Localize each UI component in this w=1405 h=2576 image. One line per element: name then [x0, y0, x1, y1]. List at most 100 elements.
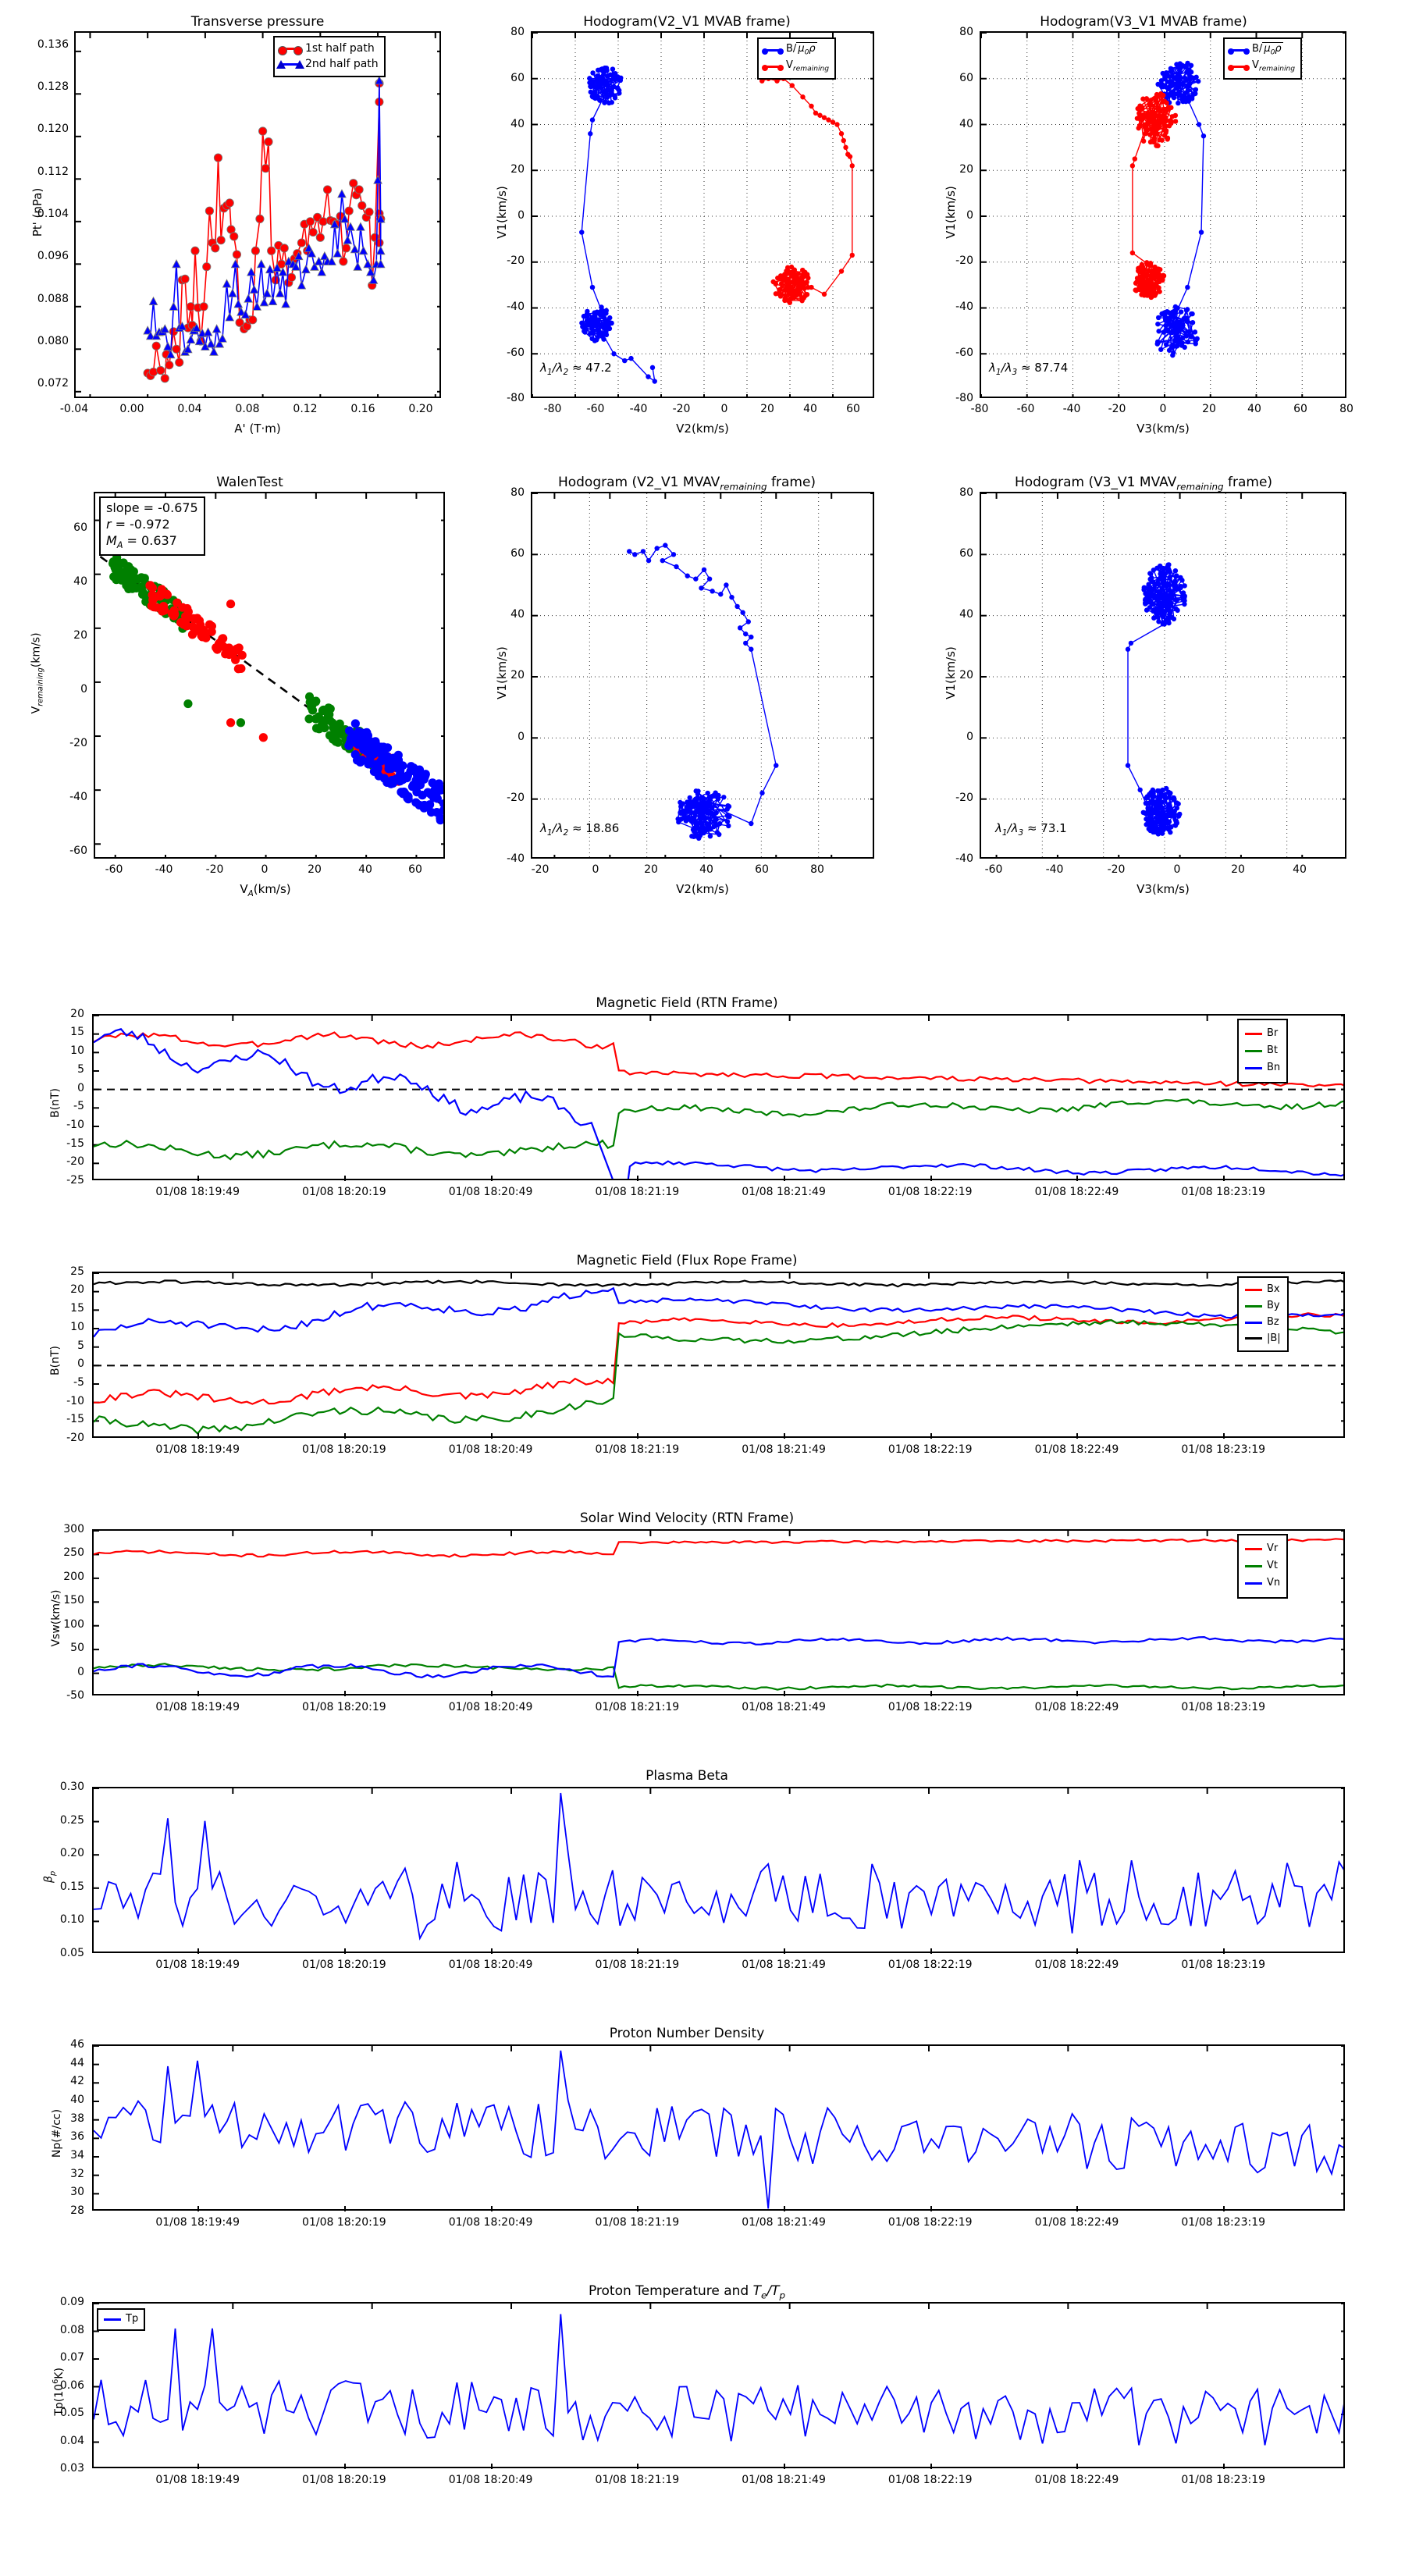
x-axis-label: V2(km/s) [676, 882, 729, 896]
x-tick-label: 01/08 18:23:19 [1181, 2474, 1266, 2486]
panel-title: Hodogram (V3_V1 MVAVremaining frame) [1014, 475, 1273, 493]
x-tick-mark [1223, 1948, 1225, 1954]
legend-label: Bn [1267, 1061, 1281, 1073]
x-tick-mark [1223, 2464, 1225, 2469]
legend-item: B/μ0ρ [1228, 42, 1295, 59]
x-tick-mark [1076, 1691, 1079, 1696]
x-tick-label: 01/08 18:19:49 [155, 1701, 240, 1713]
panel-plasma-beta: Plasma Beta βp 0.30 0.25 0.20 0.15 0.10 … [16, 1768, 1389, 1994]
x-tick-label: 01/08 18:20:49 [448, 1959, 533, 1971]
x-tick-label: 01/08 18:21:49 [742, 2216, 826, 2229]
x-tick-mark [343, 1691, 346, 1696]
b-rtn-series [94, 1016, 1343, 1179]
x-tick-label: 01/08 18:21:19 [595, 2216, 680, 2229]
x-tick-mark [930, 1176, 932, 1181]
hodo3-series [532, 493, 873, 857]
x-tick-mark [490, 1433, 493, 1439]
legend-tp: Tp [97, 2308, 146, 2331]
x-tick-mark [490, 1176, 493, 1181]
x-tick-label: 01/08 18:20:19 [302, 1186, 386, 1198]
x-tick-mark [637, 1691, 639, 1696]
x-tick-label: 01/08 18:23:19 [1181, 1701, 1266, 1713]
panel-title: Plasma Beta [646, 1768, 728, 1784]
legend-marker-circle-red [278, 45, 303, 55]
x-axis-label: VA(km/s) [240, 882, 291, 898]
x-tick-mark [637, 1948, 639, 1954]
plot-area [531, 31, 874, 398]
legend-item: 1st half path [278, 41, 379, 56]
legend-label: Vn [1267, 1576, 1281, 1589]
x-tick-mark [197, 2206, 200, 2211]
x-tick-label: 01/08 18:20:19 [302, 1443, 386, 1456]
legend-label-vremaining: Vremaining [786, 59, 830, 73]
x-tick-mark [343, 1948, 346, 1954]
x-tick-label: 01/08 18:22:49 [1034, 1959, 1119, 1971]
x-tick-mark [1076, 1176, 1079, 1181]
legend-label-vremaining: Vremaining [1252, 59, 1296, 73]
x-tick-mark [784, 1433, 786, 1439]
eigenvalue-ratio-annotation: λ1/λ2 ≈ 47.2 [540, 361, 612, 377]
r-row: r = -0.972 [106, 516, 170, 532]
x-tick-mark [784, 2464, 786, 2469]
x-tick-mark [637, 1433, 639, 1439]
legend-item: Vremaining [1228, 59, 1296, 75]
legend-label: 1st half path [305, 42, 375, 55]
panel-title: Proton Temperature and Te/Tp [588, 2283, 786, 2301]
x-tick-mark [637, 2206, 639, 2211]
legend-marker-blue [762, 48, 784, 55]
x-tick-mark [1223, 1433, 1225, 1439]
legend-item: Vt [1245, 1559, 1280, 1574]
x-tick-mark [1223, 1176, 1225, 1181]
legend-item: Bn [1245, 1061, 1280, 1076]
x-axis-label: A' (T·m) [234, 422, 281, 436]
plot-area [92, 1529, 1345, 1695]
x-tick-mark [343, 1176, 346, 1181]
x-tick-mark [490, 1948, 493, 1954]
x-tick-mark [1076, 1433, 1079, 1439]
legend-item: Vn [1245, 1576, 1280, 1591]
plot-area [92, 1014, 1345, 1180]
plot-area [92, 1787, 1345, 1953]
x-tick-mark [197, 1691, 200, 1696]
legend-marker-br [1245, 1032, 1262, 1035]
legend-label-balfven: B/μ0ρ [786, 42, 817, 57]
y-axis-label: βp [42, 1870, 58, 1883]
panel-title: WalenTest [216, 475, 283, 490]
vsw-series [94, 1531, 1343, 1691]
y-axis-label: V1(km/s) [944, 186, 958, 239]
legend-item: Bt [1245, 1044, 1280, 1059]
x-tick-mark [1223, 1691, 1225, 1696]
plot-area [92, 2044, 1345, 2211]
legend-label-balfven: B/μ0ρ [1252, 42, 1283, 57]
legend-item: Vr [1245, 1542, 1280, 1557]
legend-label: Bt [1267, 1044, 1279, 1056]
panel-title: Magnetic Field (Flux Rope Frame) [576, 1253, 798, 1268]
x-tick-label: 01/08 18:19:49 [155, 1959, 240, 1971]
x-tick-label: 01/08 18:22:19 [887, 1443, 973, 1456]
x-tick-mark [930, 1433, 932, 1439]
legend-label: Bx [1267, 1283, 1280, 1295]
plot-area [980, 31, 1346, 398]
x-tick-mark [637, 2464, 639, 2469]
panel-proton-number-density: Proton Number Density Np(#/cc) 46 44 42 … [16, 2026, 1389, 2252]
hodo2-series [981, 33, 1345, 397]
np-series [94, 2046, 1343, 2209]
legend-marker-vn [1245, 1582, 1262, 1585]
panel-title: Solar Wind Velocity (RTN Frame) [579, 1510, 795, 1526]
panel-solar-wind-velocity: Solar Wind Velocity (RTN Frame) Vsw(km/s… [16, 1510, 1389, 1737]
panel-hodogram-v3v1-mvav: Hodogram (V3_V1 MVAVremaining frame) 80 … [933, 468, 1385, 906]
legend-label: Vr [1267, 1542, 1279, 1554]
transverse-pressure-series [76, 33, 439, 397]
legend-label: Tp [126, 2313, 139, 2325]
legend-marker-vr [1245, 1547, 1262, 1550]
x-tick-label: 01/08 18:20:49 [448, 1701, 533, 1713]
beta-series [94, 1788, 1343, 1941]
legend-marker-bn [1245, 1066, 1262, 1069]
x-tick-label: 01/08 18:20:19 [302, 1701, 386, 1713]
legend-marker-tp [104, 2318, 121, 2321]
x-tick-mark [930, 1948, 932, 1954]
slope-row: slope = -0.675 [106, 500, 198, 515]
x-tick-label: 01/08 18:22:49 [1034, 1701, 1119, 1713]
legend-marker-bt [1245, 1049, 1262, 1052]
x-tick-label: 01/08 18:22:19 [887, 1701, 973, 1713]
